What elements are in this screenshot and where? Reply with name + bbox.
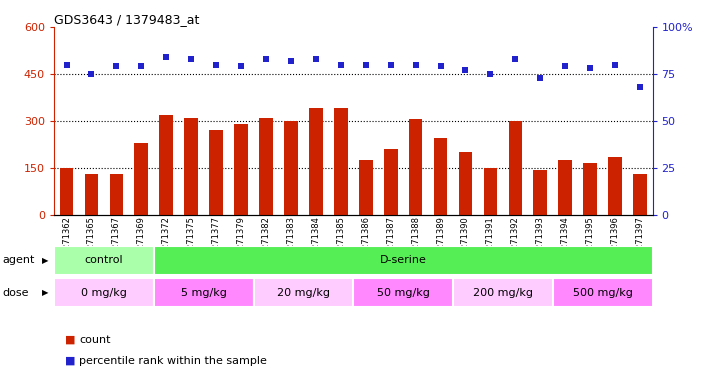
Bar xyxy=(633,174,647,215)
Point xyxy=(435,63,446,70)
Point xyxy=(609,61,621,68)
Text: 20 mg/kg: 20 mg/kg xyxy=(277,288,330,298)
Bar xyxy=(234,124,248,215)
Bar xyxy=(54,246,154,275)
Bar xyxy=(209,131,223,215)
Bar xyxy=(60,168,74,215)
Point xyxy=(286,58,297,64)
Point xyxy=(360,61,371,68)
Text: GDS3643 / 1379483_at: GDS3643 / 1379483_at xyxy=(54,13,200,26)
Text: dose: dose xyxy=(2,288,29,298)
Bar xyxy=(110,174,123,215)
Bar xyxy=(159,115,173,215)
Point xyxy=(585,65,596,71)
Bar xyxy=(254,278,353,307)
Bar xyxy=(609,157,622,215)
Point xyxy=(260,56,272,62)
Bar xyxy=(309,108,323,215)
Bar xyxy=(508,121,522,215)
Bar xyxy=(558,160,572,215)
Point xyxy=(634,84,646,90)
Point xyxy=(61,61,72,68)
Text: control: control xyxy=(84,255,123,265)
Text: 500 mg/kg: 500 mg/kg xyxy=(572,288,632,298)
Text: ▶: ▶ xyxy=(42,288,48,297)
Bar xyxy=(259,118,273,215)
Bar xyxy=(334,108,348,215)
Text: ▶: ▶ xyxy=(42,256,48,265)
Point xyxy=(185,56,197,62)
Text: 200 mg/kg: 200 mg/kg xyxy=(473,288,533,298)
Text: count: count xyxy=(79,335,111,345)
Point xyxy=(410,61,421,68)
Text: D-serine: D-serine xyxy=(380,255,427,265)
Bar xyxy=(284,121,298,215)
Text: percentile rank within the sample: percentile rank within the sample xyxy=(79,356,267,366)
Bar xyxy=(434,138,448,215)
Point xyxy=(559,63,571,70)
Text: ■: ■ xyxy=(65,356,76,366)
Point xyxy=(335,61,347,68)
Point xyxy=(534,74,546,81)
Bar xyxy=(84,174,98,215)
Point xyxy=(485,71,496,77)
Text: ■: ■ xyxy=(65,335,76,345)
Point xyxy=(385,61,397,68)
Point xyxy=(110,63,122,70)
Bar xyxy=(359,160,373,215)
Point xyxy=(510,56,521,62)
Point xyxy=(211,61,222,68)
Point xyxy=(86,71,97,77)
Bar xyxy=(484,168,497,215)
Text: 5 mg/kg: 5 mg/kg xyxy=(181,288,226,298)
Bar xyxy=(384,149,397,215)
Bar xyxy=(534,170,547,215)
Point xyxy=(136,63,147,70)
Bar xyxy=(353,278,453,307)
Point xyxy=(460,67,472,73)
Bar xyxy=(553,278,653,307)
Bar xyxy=(135,143,149,215)
Point xyxy=(310,56,322,62)
Bar xyxy=(409,119,423,215)
Text: 50 mg/kg: 50 mg/kg xyxy=(376,288,430,298)
Bar xyxy=(583,163,597,215)
Point xyxy=(161,54,172,60)
Bar xyxy=(154,278,254,307)
Text: 0 mg/kg: 0 mg/kg xyxy=(81,288,127,298)
Text: agent: agent xyxy=(2,255,35,265)
Bar xyxy=(154,246,653,275)
Bar xyxy=(185,118,198,215)
Bar xyxy=(54,278,154,307)
Bar xyxy=(459,152,472,215)
Point xyxy=(235,63,247,70)
Bar xyxy=(453,278,553,307)
